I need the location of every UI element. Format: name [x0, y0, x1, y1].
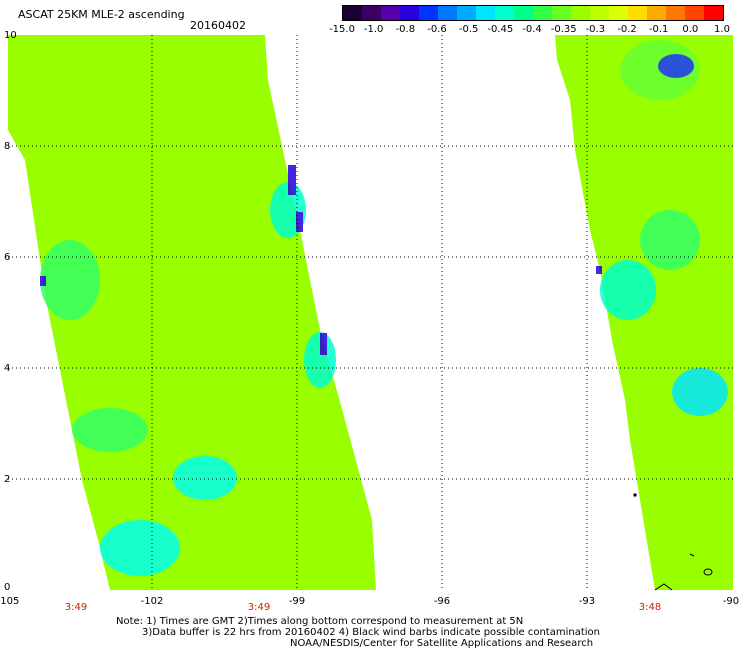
time-label-2: 3:49: [248, 602, 270, 613]
y-tick-4: 4: [4, 363, 10, 374]
y-tick-2: 2: [4, 474, 10, 485]
chart-date: 20160402: [190, 19, 246, 32]
x-tick-93: -93: [579, 596, 595, 607]
color-scale-label: -0.5: [458, 24, 479, 35]
color-swatch: [552, 6, 571, 20]
color-swatch: [438, 6, 457, 20]
x-tick-90: -90: [723, 596, 739, 607]
color-swatch: [647, 6, 666, 20]
color-scale-label: -0.45: [487, 24, 514, 35]
chart-title: ASCAT 25KM MLE-2 ascending: [18, 8, 185, 21]
color-scale-label: -15.0: [329, 24, 355, 35]
left-swath: [8, 35, 376, 590]
color-scale-label: 0.0: [682, 24, 699, 35]
x-tick-105: -105: [0, 596, 19, 607]
color-swatch: [400, 6, 419, 20]
color-swatch: [628, 6, 647, 20]
color-swatch: [381, 6, 400, 20]
y-tick-6: 6: [4, 252, 10, 263]
color-swatch: [609, 6, 628, 20]
color-scale-label: -0.8: [395, 24, 416, 35]
color-scale-label: -0.2: [617, 24, 637, 35]
color-scale-label: 1.0: [714, 24, 730, 35]
color-swatch: [362, 6, 381, 20]
x-tick-102: -102: [141, 596, 164, 607]
time-label-3: 3:48: [639, 602, 661, 613]
color-swatch: [457, 6, 476, 20]
x-tick-99: -99: [289, 596, 305, 607]
coastline: [633, 493, 713, 591]
color-swatch: [476, 6, 495, 20]
color-scale-bar: [342, 5, 724, 21]
y-tick-8: 8: [4, 141, 10, 152]
color-scale-label: -0.1: [648, 24, 669, 35]
color-scale-label: -0.4: [522, 24, 542, 35]
y-tick-10: 10: [4, 30, 17, 41]
footer-credit: NOAA/NESDIS/Center for Satellite Applica…: [290, 638, 594, 649]
color-swatch: [666, 6, 685, 20]
field-texture: [40, 40, 728, 576]
color-scale-labels: -15.0 -1.0 -0.8 -0.6 -0.5 -0.45 -0.4 -0.35 -0.3-…: [320, 24, 740, 38]
color-swatch: [514, 6, 533, 20]
color-scale-label: -0.35: [550, 24, 577, 35]
color-swatch: [419, 6, 438, 20]
color-swatch: [685, 6, 704, 20]
y-tick-0: 0: [4, 582, 10, 593]
color-scale-label: -0.3: [585, 24, 606, 35]
x-tick-96: -96: [434, 596, 450, 607]
color-swatch: [704, 6, 723, 20]
color-scale-label: -1.0: [363, 24, 384, 35]
color-scale-label: -0.6: [427, 24, 447, 35]
gridlines: [8, 35, 733, 590]
color-swatch: [590, 6, 609, 20]
color-swatch: [533, 6, 552, 20]
time-label-1: 3:49: [65, 602, 87, 613]
color-swatch: [343, 6, 362, 20]
color-swatch: [495, 6, 514, 20]
color-swatch: [571, 6, 590, 20]
footer-note-1: Note: 1) Times are GMT 2)Times along bot…: [116, 616, 524, 627]
footer-note-2: 3)Data buffer is 22 hrs from 20160402 4)…: [142, 627, 600, 638]
